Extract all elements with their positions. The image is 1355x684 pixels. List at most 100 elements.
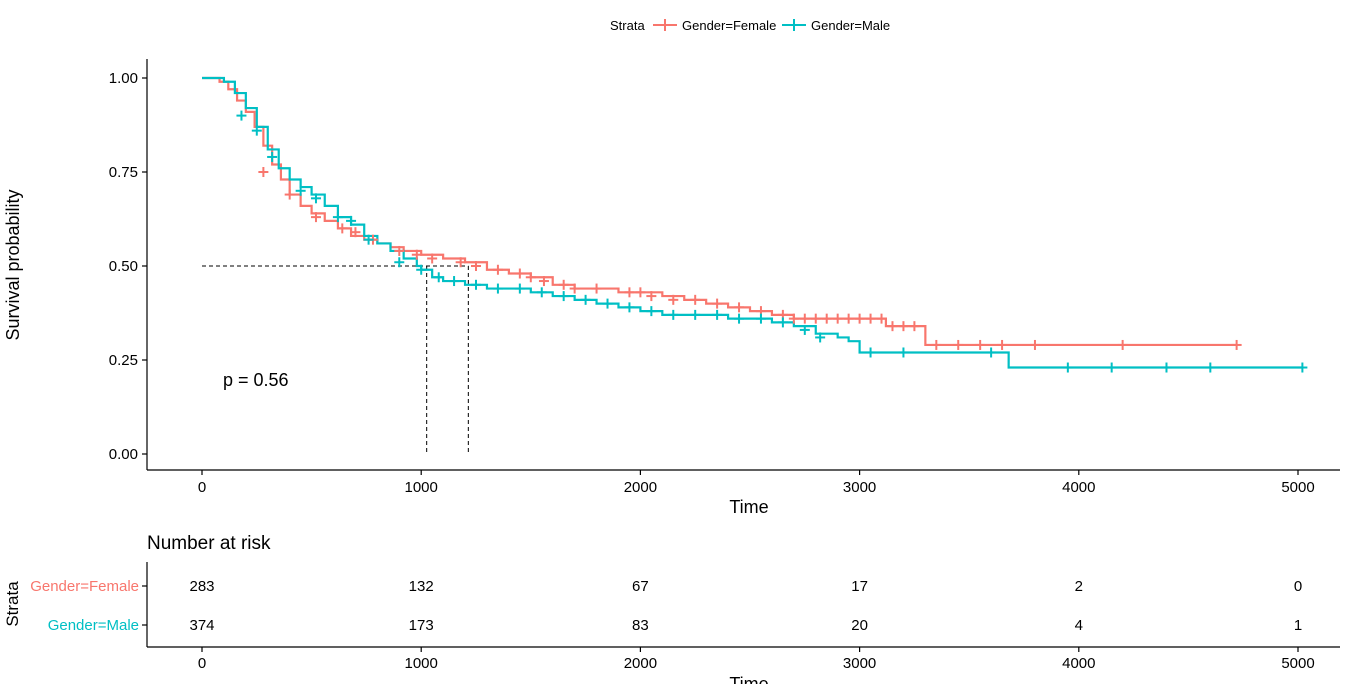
censor-mark-female (909, 321, 920, 332)
y-tick-label: 0.75 (109, 164, 138, 181)
censor-mark-female (310, 212, 321, 223)
censor-mark-male (815, 332, 826, 343)
censor-mark-male (624, 302, 635, 313)
censor-mark-female (514, 268, 525, 279)
p-value-annotation: p = 0.56 (223, 370, 289, 390)
x-tick-label: 1000 (405, 479, 438, 496)
censor-mark-male (536, 287, 547, 298)
y-tick-label: 0.00 (109, 446, 138, 463)
legend-label-male: Gender=Male (811, 18, 890, 33)
censor-mark-female (832, 313, 843, 324)
risk-cell: 2 (1075, 578, 1083, 595)
censor-mark-female (668, 294, 679, 305)
censor-mark-male (865, 347, 876, 358)
censor-mark-female (975, 339, 986, 350)
censor-mark-male (416, 264, 427, 275)
x-ticks: 0 1000 2000 3000 4000 5000 (198, 470, 1315, 496)
censor-mark-female (558, 279, 569, 290)
censor-mark-female (788, 313, 799, 324)
censor-mark-male (363, 234, 374, 245)
x-tick-label: 2000 (624, 479, 657, 496)
censor-mark-male (777, 317, 788, 328)
censor-mark-male (433, 272, 444, 283)
censor-mark-female (865, 313, 876, 324)
risk-table-strata-label: Strata (3, 581, 22, 627)
censor-mark-male (734, 313, 745, 324)
censor-mark-female (854, 313, 865, 324)
x-axis-label: Time (729, 497, 768, 517)
y-ticks: 0.00 0.25 0.50 0.75 1.00 (109, 70, 147, 463)
legend: Strata Gender=Female Gender=Male (610, 18, 890, 33)
risk-cell: 4 (1075, 617, 1083, 634)
censor-mark-male (1062, 362, 1073, 373)
risk-row-label: Gender=Male (48, 617, 139, 634)
legend-title: Strata (610, 18, 645, 33)
risk-x-tick-label: 1000 (405, 655, 438, 672)
censor-mark-female (427, 253, 438, 264)
censor-mark-male (898, 347, 909, 358)
censor-mark-female (471, 261, 481, 271)
censor-mark-male (449, 276, 460, 287)
legend-item-female: Gender=Female (653, 18, 776, 33)
risk-table-x-ticks: 0 1000 2000 3000 4000 5000 (198, 647, 1315, 672)
survival-curves (202, 76, 1303, 369)
y-axis-label: Survival probability (3, 189, 23, 340)
censor-mark-male (295, 185, 306, 196)
censor-mark-female (492, 264, 503, 275)
censor-mark-male (580, 294, 591, 305)
censor-mark-female (734, 302, 745, 313)
censor-mark-female (887, 321, 898, 332)
censor-mark-male (712, 309, 723, 320)
risk-x-tick-label: 3000 (843, 655, 876, 672)
censor-mark-female (394, 245, 405, 256)
risk-cell: 283 (189, 578, 214, 595)
censor-mark-male (394, 257, 405, 268)
censor-mark-male (799, 324, 810, 335)
censor-mark-male (346, 215, 357, 226)
censor-mark-female (284, 189, 295, 200)
risk-cell: 0 (1294, 578, 1302, 595)
censor-mark-female (821, 313, 832, 324)
censor-mark-female (810, 313, 821, 324)
censor-mark-male (236, 110, 247, 121)
censor-mark-female (690, 294, 701, 305)
censor-mark-male (986, 347, 997, 358)
censor-mark-male (558, 291, 569, 302)
x-tick-label: 4000 (1062, 479, 1095, 496)
censor-mark-female (876, 313, 887, 324)
censor-mark-female (712, 298, 723, 309)
censor-mark-female (624, 287, 635, 298)
legend-label-female: Gender=Female (682, 18, 776, 33)
median-lines (202, 265, 469, 454)
censor-mark-male (602, 298, 613, 309)
censor-mark-female (350, 227, 361, 238)
censor-mark-male (492, 283, 503, 294)
x-tick-label: 0 (198, 479, 206, 496)
risk-cell: 1 (1294, 617, 1302, 634)
risk-x-tick-label: 0 (198, 655, 206, 672)
censor-mark-male (514, 283, 525, 294)
legend-item-male: Gender=Male (782, 18, 890, 33)
censor-mark-female (635, 287, 646, 298)
survival-curve-female (202, 76, 1237, 347)
censor-marks (236, 110, 1308, 373)
censor-mark-female (538, 276, 549, 287)
x-tick-label: 5000 (1281, 479, 1314, 496)
censor-mark-female (591, 283, 602, 294)
y-tick-label: 0.50 (109, 258, 138, 275)
censor-mark-male (332, 212, 343, 223)
censor-mark-male (471, 279, 481, 290)
censor-mark-female (997, 339, 1008, 350)
censor-mark-female (455, 257, 466, 268)
risk-cell: 20 (851, 617, 868, 634)
censor-mark-male (1297, 362, 1308, 373)
censor-mark-male (1205, 362, 1216, 373)
risk-cell: 17 (851, 578, 868, 595)
risk-cell: 132 (409, 578, 434, 595)
censor-mark-female (799, 313, 810, 324)
risk-cell: 374 (189, 617, 214, 634)
censor-mark-female (569, 283, 580, 294)
risk-row-label: Gender=Female (30, 578, 139, 595)
censor-mark-male (267, 151, 278, 162)
censor-mark-male (1161, 362, 1172, 373)
